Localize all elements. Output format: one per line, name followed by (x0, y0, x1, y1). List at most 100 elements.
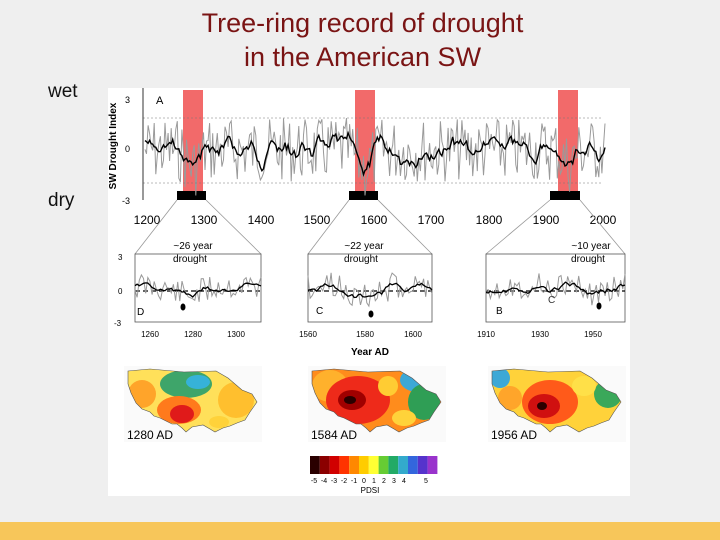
panel-d-annotation-1: ~26 year (173, 241, 213, 252)
footer-bar (0, 522, 720, 540)
dry-label: dry (48, 190, 75, 211)
highlight-1950 (558, 90, 578, 194)
a-ytick-0: 0 (125, 144, 130, 154)
panel-c-smoothed (307, 282, 433, 299)
d-ytick-neg3: -3 (114, 319, 122, 328)
d-ytick-3: 3 (118, 253, 123, 262)
colorbar-swatch (329, 456, 340, 474)
colorbar-swatch (368, 456, 379, 474)
cb-tick-3: -2 (341, 478, 347, 485)
pdsi-colorbar (310, 456, 438, 474)
smoothed-series (144, 130, 606, 178)
colorbar-swatch (417, 456, 428, 474)
panel-d-frame (134, 253, 262, 323)
a-xtick-1600: 1600 (361, 213, 388, 227)
panel-d-annotation-2: drought (173, 254, 207, 265)
colorbar-swatch (427, 456, 438, 474)
pdsi-colorbar-ticks: -5 -4 -3 -2 -1 0 1 2 3 4 5 (311, 478, 428, 485)
cb-tick-7: 2 (382, 478, 386, 485)
highlight-1280 (183, 90, 203, 194)
d-xtick-1260: 1260 (141, 330, 159, 339)
colorbar-swatch (359, 456, 369, 474)
map-1280-label: 1280 AD (127, 428, 173, 442)
panel-c-marker (368, 310, 374, 318)
map-1584: 1584 AD (308, 366, 446, 442)
a-xtick-1300: 1300 (191, 213, 218, 227)
cb-tick-10: 5 (424, 478, 428, 485)
a-xtick-1400: 1400 (248, 213, 275, 227)
map-1584-label: 1584 AD (311, 428, 357, 442)
colorbar-swatch (319, 456, 330, 474)
cb-tick-6: 1 (372, 478, 376, 485)
panel-b-frame (485, 253, 626, 323)
x-axis-label: Year AD (351, 347, 389, 358)
panel-c-annotation-2: drought (344, 254, 378, 265)
pdsi-label: PDSI (361, 486, 380, 495)
panel-a-letter: A (156, 95, 164, 107)
a-xtick-1900: 1900 (533, 213, 560, 227)
panel-b-c-mark: C (548, 295, 555, 306)
colorbar-swatch (349, 456, 359, 474)
colorbar-swatch (339, 456, 350, 474)
drought-bar-2 (349, 191, 378, 200)
d-xtick-1280: 1280 (184, 330, 202, 339)
cb-tick-1: -4 (321, 478, 327, 485)
drought-bar-3 (550, 191, 580, 200)
map-1956: 1956 AD (488, 366, 626, 442)
d-xtick-1300: 1300 (227, 330, 245, 339)
map-1280: 1280 AD (124, 366, 262, 442)
panel-b-annual (485, 273, 626, 306)
panel-c-annual (307, 272, 433, 308)
a-xtick-2000: 2000 (590, 213, 617, 227)
b-xtick-1930: 1930 (531, 330, 549, 339)
a-xtick-1700: 1700 (418, 213, 445, 227)
y-axis-label: SW Drought Index (108, 102, 119, 189)
figure-panel: A 3 0 -3 SW Drought Index 1200 1300 1400… (108, 88, 630, 496)
panel-c-letter: C (316, 306, 323, 317)
cb-tick-2: -3 (331, 478, 337, 485)
panel-b-annotation-1: ~10 year (571, 241, 611, 252)
a-xtick-1800: 1800 (476, 213, 503, 227)
panel-b-smoothed (485, 281, 626, 295)
panel-d-marker (180, 303, 186, 311)
cb-tick-8: 3 (392, 478, 396, 485)
a-ytick-3: 3 (125, 95, 130, 105)
panel-b-annotation-2: drought (571, 254, 605, 265)
wet-label: wet (48, 81, 78, 102)
panel-d: ~26 year drought D 3 0 -3 1260 1280 1300 (114, 241, 262, 339)
b-xtick-1910: 1910 (477, 330, 495, 339)
panel-b-letter: B (496, 306, 503, 317)
panel-b-marker (596, 302, 602, 310)
drought-bar-1 (177, 191, 206, 200)
colorbar-swatch (310, 456, 320, 474)
panel-b: ~10 year drought B C 1910 1930 1950 (477, 241, 626, 339)
cb-tick-4: -1 (351, 478, 357, 485)
panel-d-letter: D (137, 307, 144, 318)
panel-c-frame (307, 253, 433, 323)
cb-tick-0: -5 (311, 478, 317, 485)
colorbar-swatch (388, 456, 399, 474)
colorbar-swatch (378, 456, 389, 474)
figure-svg: A 3 0 -3 SW Drought Index 1200 1300 1400… (108, 88, 626, 495)
title-line-1: Tree-ring record of drought (201, 8, 524, 38)
panel-c: ~22 year drought C 1560 1580 1600 (299, 241, 433, 339)
c-xtick-1580: 1580 (356, 330, 374, 339)
a-ytick-neg3: -3 (122, 196, 130, 206)
map-1956-label: 1956 AD (491, 428, 537, 442)
annual-series (144, 118, 606, 196)
c-xtick-1600: 1600 (404, 330, 422, 339)
zoom-connectors (134, 199, 626, 255)
a-xtick-1500: 1500 (304, 213, 331, 227)
title-line-2: in the American SW (243, 42, 482, 72)
slide-title: Tree-ring record of drought in the Ameri… (120, 6, 605, 74)
cb-tick-5: 0 (362, 478, 366, 485)
panel-d-smoothed (134, 282, 262, 298)
c-xtick-1560: 1560 (299, 330, 317, 339)
colorbar-swatch (398, 456, 408, 474)
panel-d-annual (134, 273, 262, 302)
colorbar-swatch (408, 456, 418, 474)
a-xtick-1200: 1200 (134, 213, 161, 227)
d-ytick-0: 0 (118, 287, 123, 296)
cb-tick-9: 4 (402, 478, 406, 485)
panel-c-annotation-1: ~22 year (344, 241, 384, 252)
